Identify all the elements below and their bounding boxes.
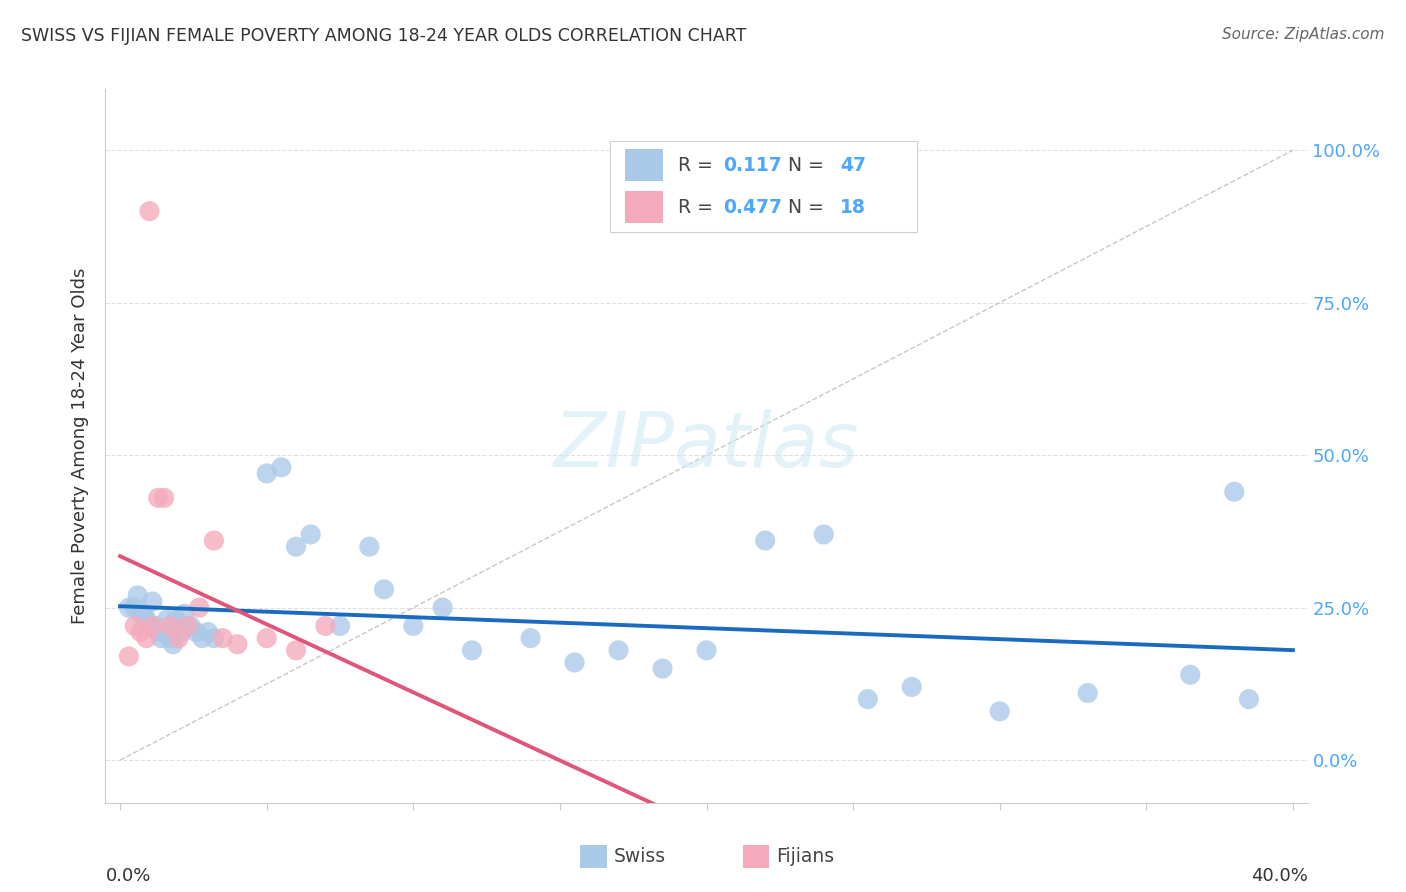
Point — [607, 643, 630, 657]
Point — [285, 643, 308, 657]
Point — [856, 692, 879, 706]
Point — [162, 637, 184, 651]
Point — [900, 680, 922, 694]
Point — [138, 204, 160, 219]
Text: Fijians: Fijians — [776, 847, 834, 866]
Point — [138, 619, 160, 633]
Text: N =: N = — [776, 156, 830, 175]
Point — [124, 619, 146, 633]
Point — [1077, 686, 1099, 700]
Point — [256, 467, 278, 481]
Point — [143, 619, 166, 633]
Text: 18: 18 — [839, 198, 866, 217]
Text: Source: ZipAtlas.com: Source: ZipAtlas.com — [1222, 27, 1385, 42]
Point — [256, 631, 278, 645]
Point — [564, 656, 586, 670]
Point — [461, 643, 484, 657]
Point — [170, 625, 193, 640]
Point — [173, 607, 195, 621]
Point — [432, 600, 454, 615]
Point — [159, 631, 181, 645]
Point — [118, 649, 141, 664]
Point — [153, 625, 176, 640]
Point — [150, 631, 173, 645]
Point — [1223, 484, 1246, 499]
Point — [186, 625, 208, 640]
Point — [1237, 692, 1260, 706]
Point — [141, 594, 163, 608]
Point — [165, 613, 187, 627]
Text: SWISS VS FIJIAN FEMALE POVERTY AMONG 18-24 YEAR OLDS CORRELATION CHART: SWISS VS FIJIAN FEMALE POVERTY AMONG 18-… — [21, 27, 747, 45]
Point — [373, 582, 395, 597]
Point — [191, 631, 214, 645]
FancyBboxPatch shape — [610, 141, 917, 232]
Point — [159, 619, 181, 633]
Text: R =: R = — [678, 156, 718, 175]
Point — [696, 643, 718, 657]
Text: ZIPatlas: ZIPatlas — [554, 409, 859, 483]
Point — [148, 625, 170, 640]
Point — [329, 619, 352, 633]
FancyBboxPatch shape — [581, 845, 607, 868]
Point — [141, 619, 163, 633]
Point — [402, 619, 425, 633]
Point — [359, 540, 381, 554]
Point — [132, 607, 155, 621]
Text: Swiss: Swiss — [614, 847, 666, 866]
Point — [813, 527, 835, 541]
Point — [285, 540, 308, 554]
Y-axis label: Female Poverty Among 18-24 Year Olds: Female Poverty Among 18-24 Year Olds — [72, 268, 90, 624]
Text: 0.0%: 0.0% — [105, 867, 150, 885]
Point — [148, 491, 170, 505]
Point — [176, 619, 198, 633]
Point — [197, 625, 219, 640]
FancyBboxPatch shape — [624, 191, 664, 223]
Text: 47: 47 — [839, 156, 866, 175]
Point — [127, 589, 149, 603]
Point — [153, 491, 176, 505]
Point — [135, 613, 157, 627]
Point — [179, 619, 201, 633]
Point — [124, 600, 146, 615]
Point — [651, 662, 673, 676]
Text: 40.0%: 40.0% — [1251, 867, 1308, 885]
FancyBboxPatch shape — [742, 845, 769, 868]
Point — [988, 704, 1011, 718]
Point — [135, 631, 157, 645]
Point — [188, 600, 211, 615]
Point — [118, 600, 141, 615]
Point — [129, 625, 152, 640]
Text: 0.477: 0.477 — [723, 198, 782, 217]
Point — [167, 631, 190, 645]
Point — [211, 631, 233, 645]
Point — [202, 631, 225, 645]
Point — [1180, 667, 1202, 681]
Text: R =: R = — [678, 198, 718, 217]
Point — [226, 637, 249, 651]
Point — [754, 533, 776, 548]
Point — [270, 460, 292, 475]
Point — [202, 533, 225, 548]
Text: N =: N = — [776, 198, 830, 217]
Point — [299, 527, 322, 541]
Text: 0.117: 0.117 — [723, 156, 782, 175]
Point — [519, 631, 541, 645]
FancyBboxPatch shape — [624, 149, 664, 181]
Point — [314, 619, 336, 633]
Point — [156, 613, 179, 627]
Point — [129, 607, 152, 621]
